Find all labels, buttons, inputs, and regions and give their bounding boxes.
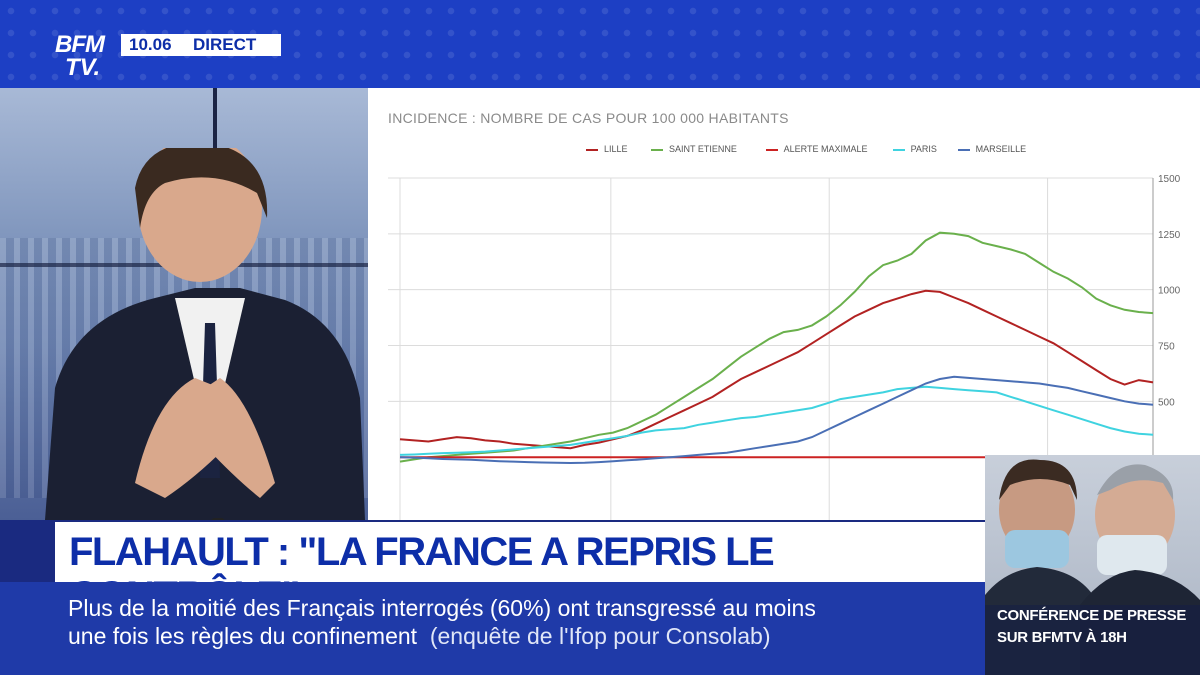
ticker-line1: Plus de la moitié des Français interrogé…: [68, 594, 816, 622]
guest-silhouette: [45, 148, 365, 520]
broadcast-time: 10.06: [129, 34, 172, 56]
legend-item: SAINT ETIENNE: [651, 144, 737, 154]
live-time-chip: 10.06 DIRECT: [121, 34, 281, 56]
live-label: DIRECT: [193, 34, 256, 56]
legend-label: ALERTE MAXIMALE: [784, 144, 868, 154]
y-tick-label: 750: [1158, 342, 1175, 353]
inset-caption-line2: SUR BFMTV À 18H: [997, 629, 1127, 646]
bfmtv-logo: BFM TV.: [55, 33, 117, 83]
legend-item: ALERTE MAXIMALE: [766, 144, 868, 154]
series-line-lille: [400, 291, 1153, 448]
legend-label: MARSEILLE: [976, 144, 1027, 154]
series-line-saint-etienne: [400, 233, 1153, 462]
legend-label: PARIS: [911, 144, 937, 154]
legend-swatch: [586, 149, 598, 151]
ticker-line2-main: une fois les règles du confinement: [68, 623, 417, 649]
headline-banner: FLAHAULT : "LA FRANCE A REPRIS LE CONTRÔ…: [55, 522, 985, 582]
news-ticker: Plus de la moitié des Français interrogé…: [0, 582, 985, 675]
legend-swatch: [651, 149, 663, 151]
ticker-line2: une fois les règles du confinement (enqu…: [68, 622, 771, 650]
ticker-source: (enquête de l'Ifop pour Consolab): [430, 623, 771, 649]
studio-video: [0, 88, 368, 520]
channel-banner: BFM TV. 10.06 DIRECT: [0, 0, 1200, 88]
legend-label: LILLE: [604, 144, 628, 154]
chart-title: INCIDENCE : NOMBRE DE CAS POUR 100 000 H…: [388, 110, 789, 126]
legend-label: SAINT ETIENNE: [669, 144, 737, 154]
legend-item: MARSEILLE: [958, 144, 1027, 154]
legend-swatch: [893, 149, 905, 151]
y-tick-label: 1500: [1158, 174, 1181, 185]
y-tick-label: 1250: [1158, 230, 1181, 241]
legend-swatch: [958, 149, 970, 151]
inset-caption-line1: CONFÉRENCE DE PRESSE: [997, 607, 1186, 624]
y-tick-label: 1000: [1158, 286, 1181, 297]
legend-item: PARIS: [893, 144, 937, 154]
press-conference-inset: CONFÉRENCE DE PRESSE SUR BFMTV À 18H: [985, 455, 1200, 675]
microphone: [211, 518, 225, 520]
legend-swatch: [766, 149, 778, 151]
y-tick-label: 500: [1158, 397, 1175, 408]
legend-item: LILLE: [586, 144, 628, 154]
logo-text-line2: TV.: [65, 56, 100, 80]
